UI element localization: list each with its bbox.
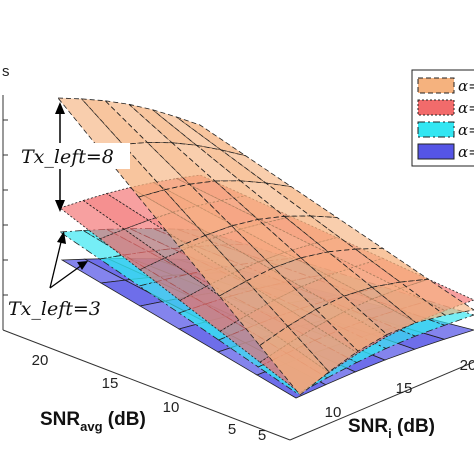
surface-1-patch	[163, 183, 233, 236]
tx8-label: Tx_left=8	[21, 146, 114, 168]
surface-2-patch	[179, 286, 248, 332]
y-tick-15: 15	[102, 375, 119, 392]
surface-1-patch	[399, 278, 474, 316]
legend: α= α= α= α=	[411, 69, 474, 167]
axes	[2, 95, 474, 441]
tx8-label-bg	[18, 143, 130, 169]
y-title-unit: (dB)	[103, 409, 146, 430]
x-axis-line	[289, 361, 474, 441]
y-axis-line	[2, 329, 291, 441]
surface-2-patch	[123, 219, 192, 259]
legend-label-3: α=	[458, 121, 474, 139]
x-tick-20: 20	[460, 357, 474, 374]
x-tick-10: 10	[325, 404, 342, 421]
x-title-sub: i	[388, 426, 392, 441]
legend-label-2: α=	[458, 99, 474, 117]
legend-swatch-4	[417, 143, 455, 160]
y-tick-10: 10	[163, 399, 180, 416]
surface-3-patch	[98, 254, 166, 287]
y-tick-20: 20	[32, 352, 49, 369]
tick-labels: s 20 15 10 5 5 10 15 20	[2, 63, 474, 444]
x-tick-15: 15	[396, 380, 413, 397]
axis-titles: SNRavg (dB) SNRi (dB)	[40, 409, 435, 441]
annotations: Tx_left=8 Tx_left=3	[8, 102, 130, 320]
legend-swatch-1	[417, 77, 455, 94]
surface-1	[57, 97, 474, 396]
surface-1-patch	[57, 97, 124, 148]
surface-1-patch	[138, 189, 206, 247]
y-title-sub: avg	[80, 419, 102, 434]
legend-label-1: α=	[458, 77, 474, 95]
surface-1-patch	[204, 225, 275, 282]
x-axis-title: SNRi (dB)	[348, 416, 435, 441]
tx3-arrow-line-2	[49, 264, 83, 289]
tx8-arrow-head-up	[55, 102, 65, 114]
surface-2-patch	[59, 200, 126, 240]
y-axis-title: SNRavg (dB)	[40, 409, 146, 434]
surface-1-patch	[343, 286, 417, 335]
tx3-arrow-head-2	[77, 261, 88, 270]
surface-1-patch	[273, 257, 345, 310]
tx3-label: Tx_left=3	[8, 298, 101, 320]
tx3-arrow-head-1	[57, 231, 66, 244]
legend-swatch-3	[417, 121, 455, 138]
surfaces	[57, 97, 474, 399]
legend-swatch-2	[417, 99, 455, 116]
tx3-arrow-line-1	[49, 237, 63, 289]
y-title-main: SNR	[40, 409, 80, 430]
x-title-main: SNR	[348, 416, 388, 437]
surface-2-patch	[82, 193, 150, 230]
legend-label-4: α=	[458, 143, 474, 161]
surface-1-patch	[259, 325, 330, 396]
corner-label: s	[2, 63, 10, 80]
x-tick-5: 5	[258, 427, 266, 444]
x-title-unit: (dB)	[392, 416, 435, 437]
tx8-arrow-head-down	[55, 200, 65, 212]
y-tick-5: 5	[228, 421, 236, 438]
